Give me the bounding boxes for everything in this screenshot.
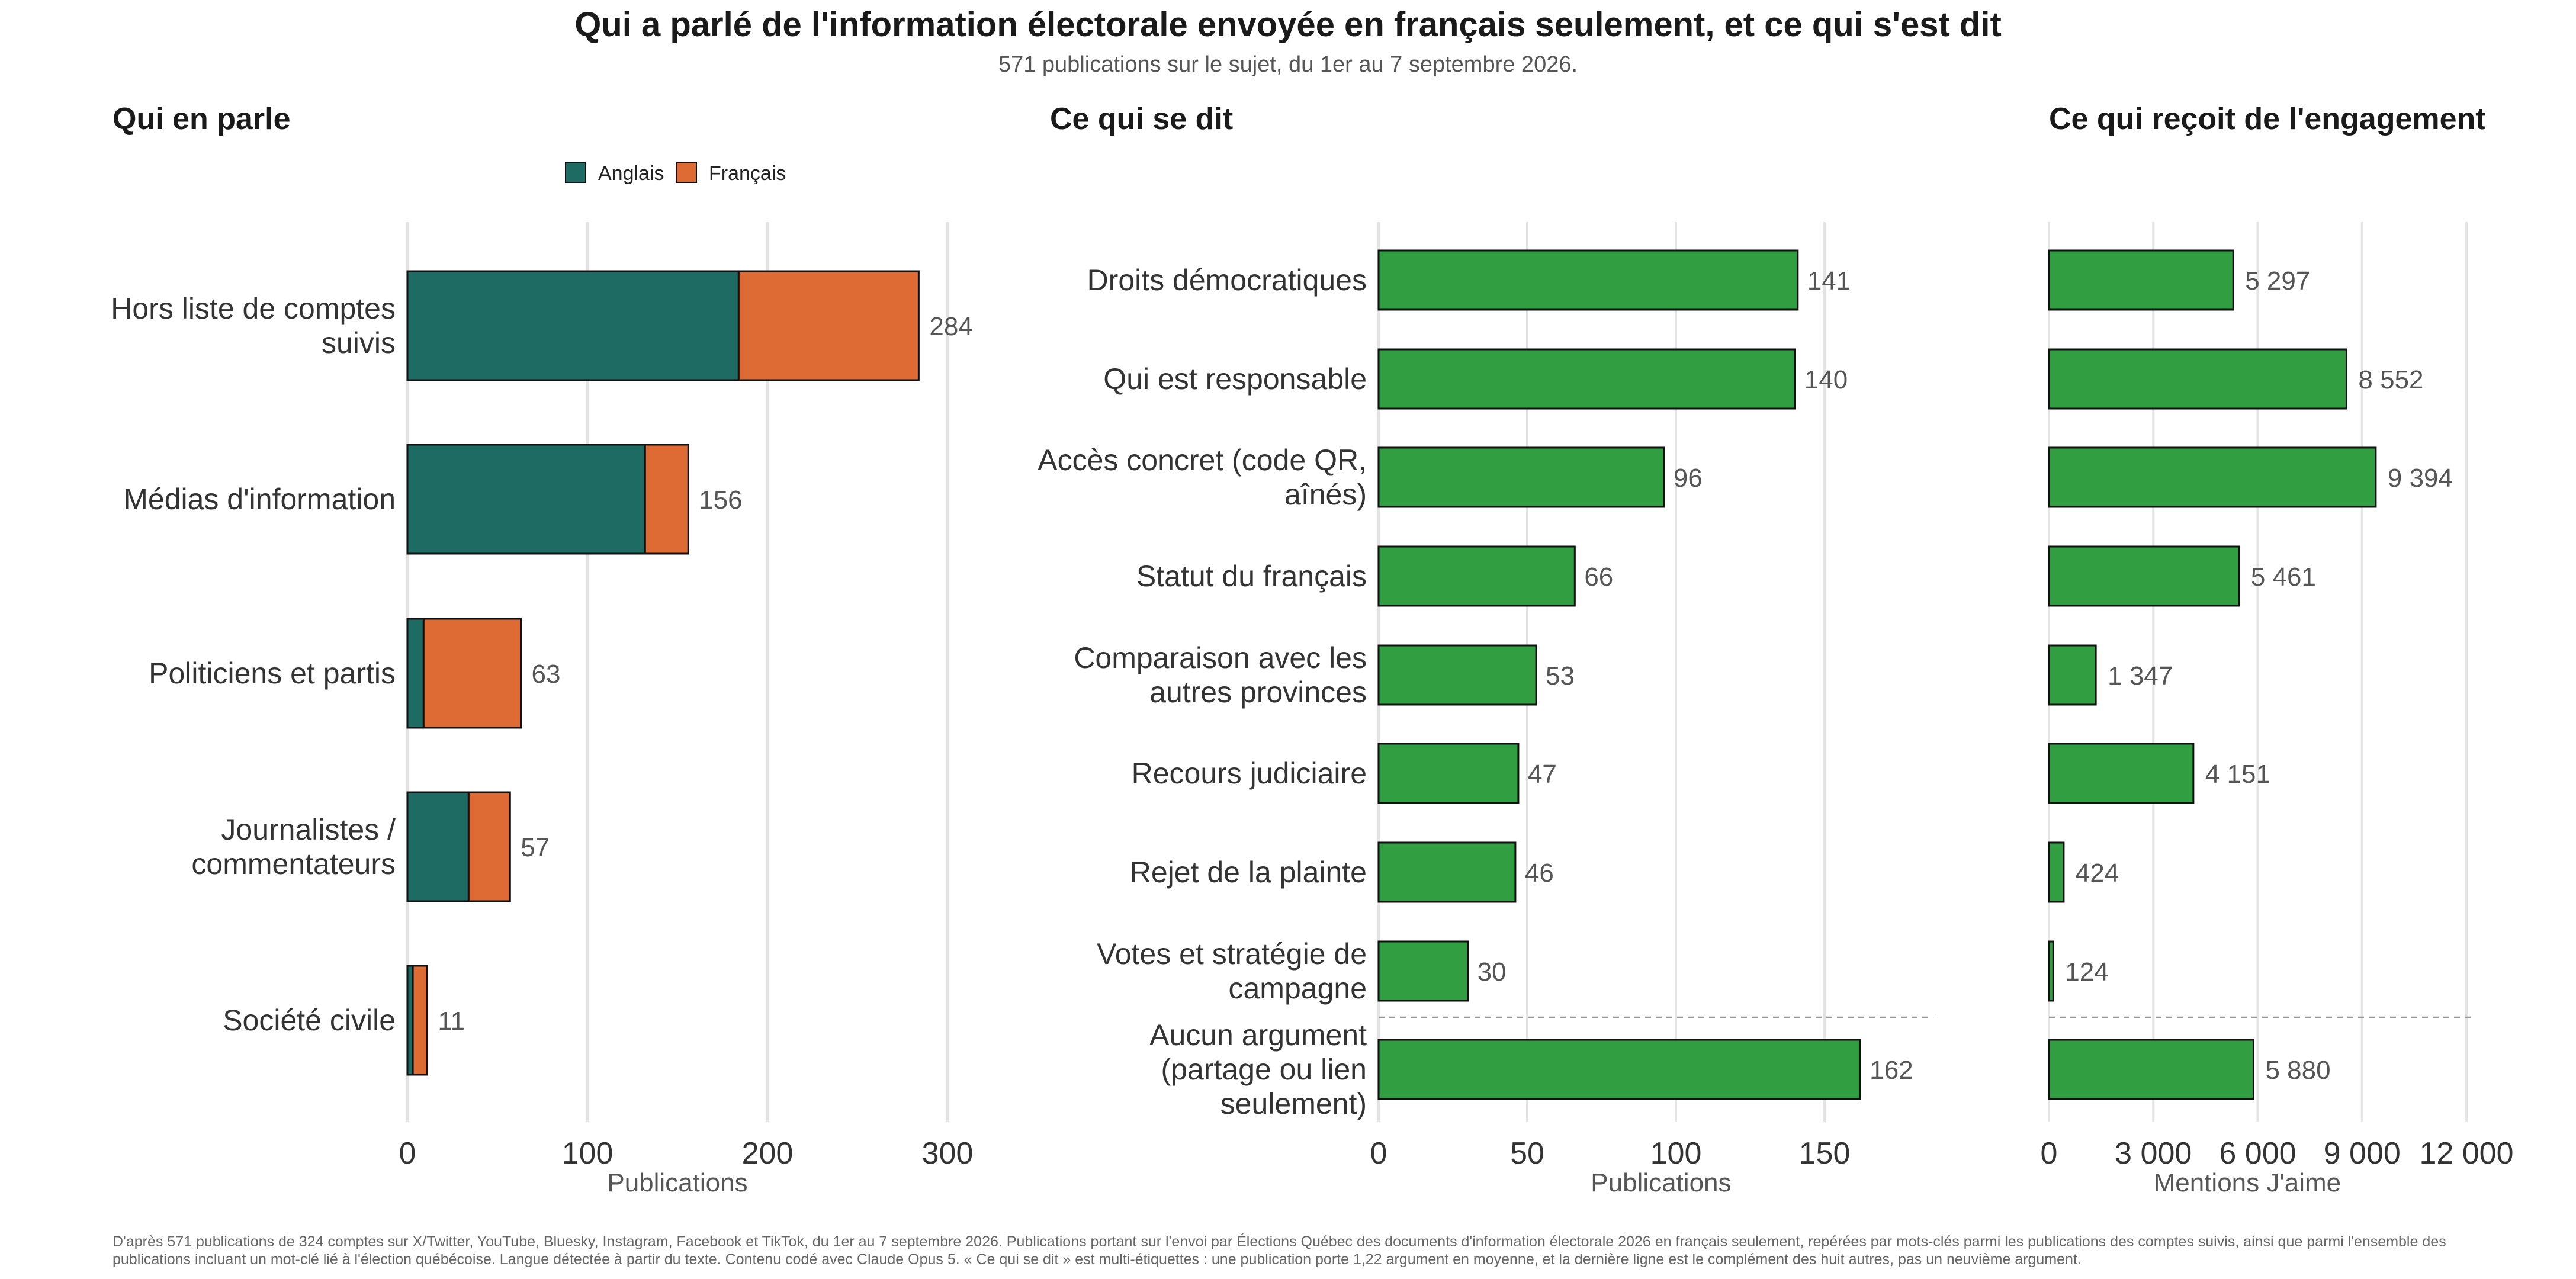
data-label: 140 — [1804, 365, 1848, 394]
category-label: Droits démocratiques — [1087, 263, 1367, 297]
category-label: Comparaison avec les autres provinces — [1074, 641, 1367, 709]
bar-argument — [1377, 249, 1799, 311]
category-label: Votes et stratégie de campagne — [1097, 937, 1367, 1005]
category-label: Médias d'information — [123, 483, 396, 516]
x-tick-label: 300 — [922, 1136, 974, 1171]
bar-argument — [1377, 545, 1576, 607]
data-label: 53 — [1546, 661, 1575, 690]
x-axis-title: Publications — [1591, 1168, 1731, 1197]
x-tick-label: 3 000 — [2115, 1136, 2192, 1171]
category-label: Société civile — [223, 1004, 396, 1037]
x-tick-label: 0 — [1370, 1136, 1387, 1171]
bar-engagement — [2048, 940, 2054, 1002]
category-label: Politiciens et partis — [149, 657, 396, 690]
category-label: Statut du français — [1136, 560, 1367, 593]
chart-subtitle: 571 publications sur le sujet, du 1er au… — [998, 52, 1578, 77]
data-label: 124 — [2065, 957, 2108, 986]
panel-title-engagement: Ce qui reçoit de l'engagement — [2049, 102, 2486, 136]
bar-engagement — [2048, 644, 2097, 706]
bar-anglais — [406, 791, 470, 902]
x-axis-title: Mentions J'aime — [2154, 1168, 2341, 1197]
category-label: Hors liste de comptes suivis — [111, 292, 396, 359]
bar-argument — [1377, 743, 1520, 804]
data-label: 66 — [1584, 563, 1613, 592]
data-label: 96 — [1674, 464, 1703, 493]
category-label: Accès concret (code QR, aînés) — [1038, 444, 1367, 511]
bar-argument — [1377, 644, 1537, 706]
bar-engagement — [2048, 743, 2195, 804]
data-label: 162 — [1870, 1056, 1913, 1085]
x-tick-label: 0 — [2041, 1136, 2058, 1171]
x-tick-label: 0 — [399, 1136, 416, 1171]
bar-engagement — [2048, 348, 2347, 410]
bar-francais — [737, 270, 920, 381]
data-label: 156 — [699, 486, 742, 515]
bar-argument — [1377, 1039, 1861, 1100]
data-label: 5 880 — [2265, 1056, 2330, 1085]
data-label: 9 394 — [2388, 464, 2453, 493]
data-label: 424 — [2076, 859, 2119, 888]
legend-label-francais: Français — [709, 162, 786, 185]
legend-swatch-francais — [676, 162, 697, 183]
data-label: 4 151 — [2205, 760, 2270, 789]
x-tick-label: 6 000 — [2219, 1136, 2296, 1171]
x-tick-label: 50 — [1510, 1136, 1544, 1171]
bar-engagement — [2048, 249, 2234, 311]
data-label: 57 — [521, 833, 550, 862]
bar-engagement — [2048, 1039, 2254, 1100]
data-label: 141 — [1807, 266, 1851, 295]
bar-argument — [1377, 348, 1796, 410]
legend-label-anglais: Anglais — [598, 162, 664, 185]
category-label: Recours judiciaire — [1132, 757, 1367, 790]
category-label: Qui est responsable — [1103, 362, 1367, 396]
data-label: 284 — [929, 312, 972, 341]
category-label: Journalistes / commentateurs — [191, 813, 396, 880]
bar-engagement — [2048, 545, 2240, 607]
bar-anglais — [406, 618, 425, 729]
data-label: 47 — [1528, 760, 1557, 789]
x-tick-label: 100 — [1650, 1136, 1702, 1171]
x-tick-label: 9 000 — [2324, 1136, 2401, 1171]
category-label: Aucun argument (partage ou lien seulement) — [1149, 1018, 1367, 1120]
chart-title: Qui a parlé de l'information électorale … — [574, 5, 2002, 44]
bar-argument — [1377, 841, 1517, 903]
bar-francais — [644, 444, 689, 555]
bar-anglais — [406, 444, 646, 555]
bar-francais — [467, 791, 511, 902]
x-tick-label: 200 — [742, 1136, 794, 1171]
chart-footnote: D'après 571 publications de 324 comptes … — [113, 1233, 2446, 1268]
bar-argument — [1377, 940, 1469, 1002]
data-label: 8 552 — [2358, 365, 2423, 394]
panel-title-qui-en-parle: Qui en parle — [113, 102, 291, 136]
bar-argument — [1377, 446, 1665, 508]
data-label: 63 — [532, 660, 561, 689]
data-label: 5 461 — [2251, 563, 2316, 592]
bar-anglais — [406, 270, 740, 381]
x-tick-label: 12 000 — [2419, 1136, 2513, 1171]
bar-engagement — [2048, 446, 2377, 508]
data-label: 30 — [1477, 957, 1507, 986]
bar-engagement — [2048, 841, 2065, 903]
panel-title-ce-qui-se-dit: Ce qui se dit — [1050, 102, 1233, 136]
data-label: 11 — [438, 1007, 465, 1036]
data-label: 1 347 — [2108, 661, 2173, 690]
x-tick-label: 100 — [562, 1136, 614, 1171]
data-label: 5 297 — [2245, 266, 2310, 295]
legend-swatch-anglais — [565, 162, 586, 183]
x-axis-title: Publications — [607, 1168, 747, 1197]
bar-francais — [422, 618, 522, 729]
category-label: Rejet de la plainte — [1130, 856, 1367, 889]
data-label: 46 — [1525, 859, 1554, 888]
bar-francais — [412, 965, 428, 1076]
x-tick-label: 150 — [1799, 1136, 1851, 1171]
